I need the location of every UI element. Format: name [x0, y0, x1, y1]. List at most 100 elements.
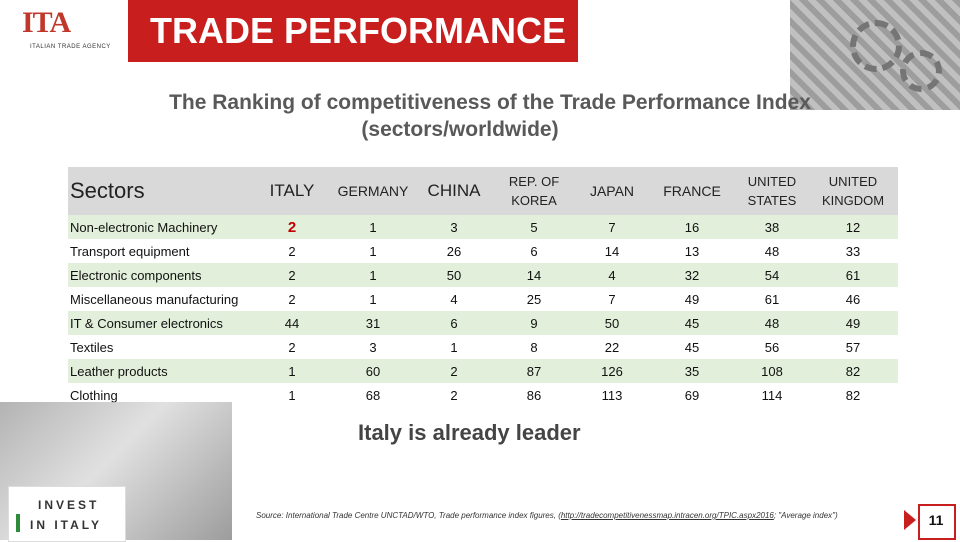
source-suffix: ; "Average index"): [773, 511, 838, 520]
rank-cell: 2: [416, 383, 492, 407]
table-row: Clothing 1 68 2 86 113 69 114 82: [68, 383, 898, 407]
gear-icon: [900, 50, 942, 92]
col-header-united-kingdom: UNITED KINGDOM: [808, 167, 898, 215]
slide-subtitle-2: (sectors/worldwide): [361, 118, 559, 141]
table-row: IT & Consumer electronics 44 31 6 9 50 45 48 49: [68, 311, 898, 335]
rank-cell: 57: [808, 335, 898, 359]
rank-cell: 1: [330, 287, 416, 311]
rank-cell: 2: [254, 287, 330, 311]
rank-cell: 2: [254, 263, 330, 287]
rank-cell: 1: [330, 215, 416, 239]
rank-cell: 4: [416, 287, 492, 311]
table-body: Non-electronic Machinery 2 1 3 5 7 16 38 12 Trans…: [68, 215, 898, 407]
title-band: [128, 0, 578, 62]
rank-cell: 3: [416, 215, 492, 239]
col-header-japan: JAPAN: [576, 167, 648, 215]
sector-name-cell: Miscellaneous manufacturing: [68, 287, 254, 311]
rank-cell: 7: [576, 287, 648, 311]
table-row: Textiles 2 3 1 8 22 45 56 57: [68, 335, 898, 359]
rank-cell: 61: [808, 263, 898, 287]
rank-cell: 8: [492, 335, 576, 359]
rank-cell: 44: [254, 311, 330, 335]
col-header-germany: GERMANY: [330, 167, 416, 215]
gears-image: [790, 0, 960, 110]
rank-cell: 22: [576, 335, 648, 359]
table-row: Transport equipment 2 1 26 6 14 13 48 33: [68, 239, 898, 263]
table-row: Electronic components 2 1 50 14 4 32 54 61: [68, 263, 898, 287]
invest-in-italy-logo: [8, 486, 126, 542]
rank-cell: 13: [648, 239, 736, 263]
rank-cell: 38: [736, 215, 808, 239]
rank-cell: 49: [808, 311, 898, 335]
rank-cell: 9: [492, 311, 576, 335]
rank-cell: 49: [648, 287, 736, 311]
rank-cell: 69: [648, 383, 736, 407]
rank-cell: 31: [330, 311, 416, 335]
rank-cell: 35: [648, 359, 736, 383]
rank-cell: 32: [648, 263, 736, 287]
source-note: Source: International Trade Centre UNCTA…: [256, 510, 896, 521]
rank-cell: 108: [736, 359, 808, 383]
rank-cell: 82: [808, 359, 898, 383]
col-header-united-states: UNITED STATES: [736, 167, 808, 215]
rank-cell: 12: [808, 215, 898, 239]
rank-cell: 87: [492, 359, 576, 383]
rank-cell: 45: [648, 335, 736, 359]
ita-logo: ITA ITALIAN TRADE AGENCY: [16, 4, 134, 60]
rank-cell: 6: [492, 239, 576, 263]
rank-cell: 1: [416, 335, 492, 359]
leader-text: Italy is already leader: [358, 420, 581, 445]
sector-name-cell: Transport equipment: [68, 239, 254, 263]
table-row: Non-electronic Machinery 2 1 3 5 7 16 38 12: [68, 215, 898, 239]
ranking-table: Sectors ITALY GERMANY CHINA REP. OF KORE…: [68, 167, 898, 407]
invest-line1: INVEST: [38, 498, 100, 512]
rank-cell: 68: [330, 383, 416, 407]
source-link[interactable]: http://tradecompetitivenessmap.intracen.…: [560, 511, 774, 520]
sector-name-cell: Leather products: [68, 359, 254, 383]
col-header-france: FRANCE: [648, 167, 736, 215]
rank-cell: 16: [648, 215, 736, 239]
rank-cell: 48: [736, 239, 808, 263]
rank-cell: 45: [648, 311, 736, 335]
rank-cell: 2: [416, 359, 492, 383]
rank-cell: 46: [808, 287, 898, 311]
logo-subtext: ITALIAN TRADE AGENCY: [30, 44, 111, 50]
sector-name-cell: Electronic components: [68, 263, 254, 287]
rank-cell: 86: [492, 383, 576, 407]
rank-cell: 1: [330, 239, 416, 263]
rank-cell: 25: [492, 287, 576, 311]
rank-cell: 26: [416, 239, 492, 263]
rank-cell: 54: [736, 263, 808, 287]
sector-name-cell: IT & Consumer electronics: [68, 311, 254, 335]
rank-cell: 2: [254, 215, 330, 239]
rank-cell: 14: [576, 239, 648, 263]
table-row: Leather products 1 60 2 87 126 35 108 82: [68, 359, 898, 383]
col-header-korea: REP. OF KOREA: [492, 167, 576, 215]
rank-cell: 33: [808, 239, 898, 263]
table-row: Miscellaneous manufacturing 2 1 4 25 7 49 61 46: [68, 287, 898, 311]
rank-cell: 1: [330, 263, 416, 287]
rank-cell: 14: [492, 263, 576, 287]
flag-bar: [16, 514, 20, 532]
page-title: TRADE PERFORMANCE: [150, 10, 567, 51]
sector-name-cell: Textiles: [68, 335, 254, 359]
rank-cell: 60: [330, 359, 416, 383]
logo-text: ITA: [22, 6, 71, 39]
table-header-row: Sectors ITALY GERMANY CHINA REP. OF KORE…: [68, 167, 898, 215]
rank-cell: 114: [736, 383, 808, 407]
rank-cell: 1: [254, 359, 330, 383]
rank-cell: 48: [736, 311, 808, 335]
rank-cell: 50: [416, 263, 492, 287]
rank-cell: 2: [254, 239, 330, 263]
sector-name-cell: Non-electronic Machinery: [68, 215, 254, 239]
rank-cell: 4: [576, 263, 648, 287]
rank-cell: 126: [576, 359, 648, 383]
rank-cell: 61: [736, 287, 808, 311]
gear-icon: [850, 20, 902, 72]
rank-cell: 56: [736, 335, 808, 359]
invest-line2: IN ITALY: [30, 518, 103, 532]
arrow-icon: [904, 510, 916, 530]
page-number-box: [918, 504, 956, 540]
rank-cell: 2: [254, 335, 330, 359]
col-header-china: CHINA: [416, 167, 492, 215]
